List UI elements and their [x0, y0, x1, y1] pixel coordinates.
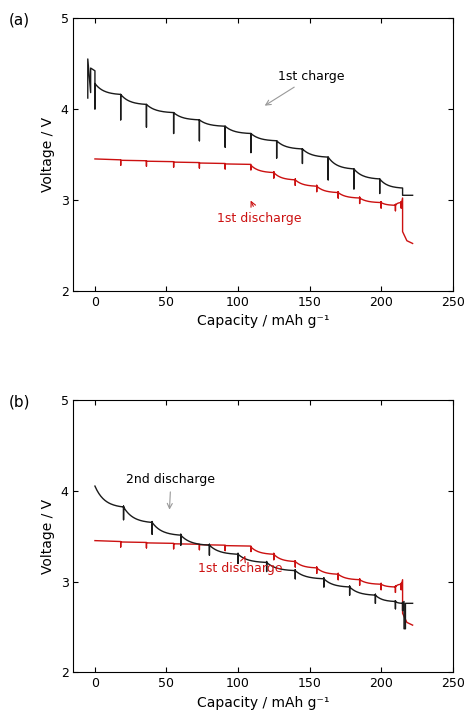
Text: 1st discharge: 1st discharge	[217, 202, 301, 225]
X-axis label: Capacity / mAh g⁻¹: Capacity / mAh g⁻¹	[197, 696, 329, 710]
Text: (b): (b)	[9, 394, 30, 409]
Text: (a): (a)	[9, 12, 30, 27]
Y-axis label: Voltage / V: Voltage / V	[41, 117, 55, 192]
X-axis label: Capacity / mAh g⁻¹: Capacity / mAh g⁻¹	[197, 314, 329, 328]
Text: 2nd discharge: 2nd discharge	[127, 474, 215, 508]
Y-axis label: Voltage / V: Voltage / V	[41, 499, 55, 573]
Text: 1st charge: 1st charge	[266, 70, 345, 105]
Text: 1st discharge: 1st discharge	[198, 557, 283, 576]
